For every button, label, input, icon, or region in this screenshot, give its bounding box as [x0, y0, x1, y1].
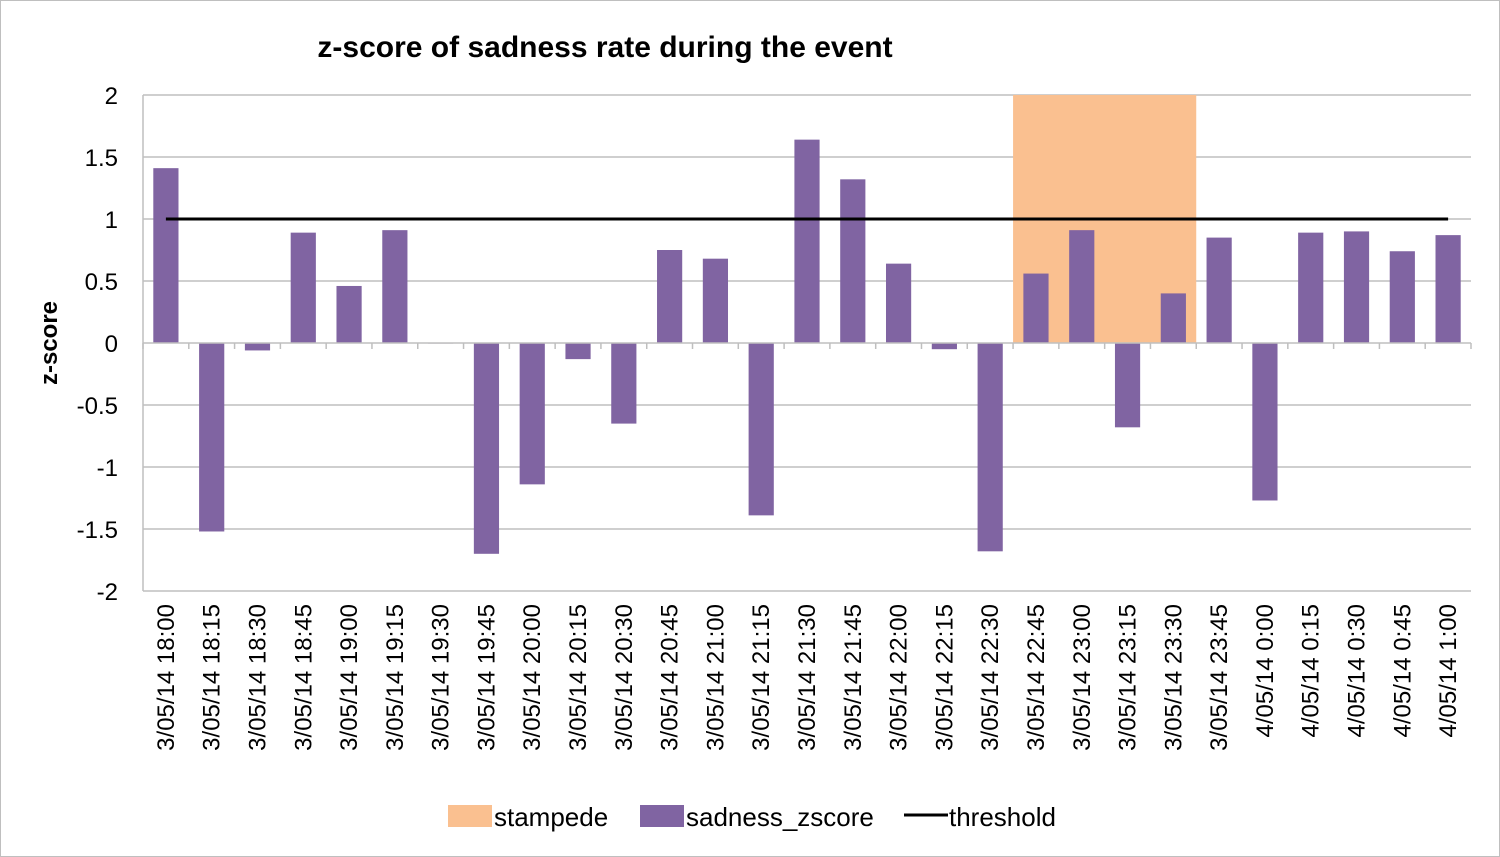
- bar-21: [1114, 343, 1141, 428]
- bar-0: [153, 168, 179, 343]
- y-tick-label-6: -1: [97, 455, 118, 482]
- x-tick-label-24: 4/05/14 0:00: [1252, 604, 1279, 737]
- bar-15: [840, 179, 866, 343]
- x-tick-label-1: 3/05/14 18:15: [199, 604, 226, 751]
- bar-23: [1206, 237, 1232, 343]
- x-tick-label-15: 3/05/14 21:45: [840, 604, 867, 751]
- y-tick-labels: 2 1.5 1 0.5 0 -0.5 -1 -1.5 -2: [77, 83, 118, 606]
- bar-17: [931, 343, 957, 350]
- x-tick-label-11: 3/05/14 20:45: [657, 604, 684, 751]
- bar-19: [1023, 273, 1049, 343]
- bar-11: [657, 250, 683, 343]
- x-tick-label-10: 3/05/14 20:30: [611, 604, 638, 751]
- legend-label-stampede: stampede: [494, 802, 608, 832]
- x-tick-label-21: 3/05/14 23:15: [1115, 604, 1142, 751]
- legend-swatch-stampede: [448, 805, 492, 827]
- x-tick-label-17: 3/05/14 22:15: [931, 604, 958, 751]
- bar-8: [519, 343, 545, 485]
- bar-2: [244, 343, 271, 351]
- x-tick-label-13: 3/05/14 21:15: [748, 604, 775, 751]
- legend-swatch-sadness-zscore: [640, 805, 684, 827]
- x-tick-labels: 3/05/14 18:00 3/05/14 18:15 3/05/14 18:30 3…: [153, 604, 1462, 751]
- x-tick-label-9: 3/05/14 20:15: [565, 604, 592, 751]
- bar-27: [1389, 251, 1415, 343]
- bar-28: [1435, 235, 1461, 343]
- x-tick-label-14: 3/05/14 21:30: [794, 604, 821, 751]
- bar-7: [473, 343, 500, 554]
- bar-5: [382, 230, 408, 343]
- bar-9: [565, 343, 591, 360]
- x-tick-label-20: 3/05/14 23:00: [1069, 604, 1096, 751]
- bar-26: [1343, 231, 1370, 343]
- bar-20: [1069, 230, 1095, 343]
- x-tick-label-22: 3/05/14 23:30: [1160, 604, 1187, 751]
- x-tick-label-8: 3/05/14 20:00: [519, 604, 546, 751]
- bar-1: [199, 343, 225, 532]
- x-tick-label-5: 3/05/14 19:15: [382, 604, 409, 751]
- y-tick-label-7: -1.5: [77, 517, 118, 544]
- x-tick-label-0: 3/05/14 18:00: [153, 604, 180, 751]
- x-tick-label-6: 3/05/14 19:30: [428, 604, 455, 751]
- x-tick-label-18: 3/05/14 22:30: [977, 604, 1004, 751]
- y-tick-label-3: 0.5: [85, 269, 118, 296]
- legend-label-sadness-zscore: sadness_zscore: [686, 802, 874, 832]
- x-tick-label-7: 3/05/14 19:45: [473, 604, 500, 751]
- axes: [142, 95, 1472, 591]
- x-tick-label-23: 3/05/14 23:45: [1206, 604, 1233, 751]
- y-tick-label-2: 1: [105, 207, 118, 234]
- x-tick-label-19: 3/05/14 22:45: [1023, 604, 1050, 751]
- chart-title: z-score of sadness rate during the event: [317, 31, 892, 64]
- gridlines: [143, 94, 1471, 592]
- y-tick-label-0: 2: [105, 83, 118, 110]
- bar-25: [1298, 232, 1324, 343]
- bar-16: [885, 263, 912, 343]
- bar-10: [611, 343, 637, 424]
- x-tick-label-4: 3/05/14 19:00: [336, 604, 363, 751]
- y-tick-label-4: 0: [105, 331, 118, 358]
- x-tick-label-28: 4/05/14 1:00: [1435, 604, 1462, 737]
- bar-13: [748, 343, 774, 516]
- bar-3: [290, 232, 316, 343]
- y-tick-label-1: 1.5: [85, 145, 118, 172]
- y-tick-label-8: -2: [97, 579, 118, 606]
- x-tick-label-25: 4/05/14 0:15: [1298, 604, 1325, 737]
- bar-18: [977, 343, 1003, 552]
- x-tick-label-16: 3/05/14 22:00: [886, 604, 913, 751]
- x-tick-label-27: 4/05/14 0:45: [1389, 604, 1416, 737]
- x-tick-label-3: 3/05/14 18:45: [290, 604, 317, 751]
- x-tick-label-2: 3/05/14 18:30: [244, 604, 271, 751]
- y-tick-label-5: -0.5: [77, 393, 118, 420]
- bar-22: [1160, 293, 1186, 343]
- x-tick-label-12: 3/05/14 21:00: [702, 604, 729, 751]
- legend-label-threshold: threshold: [949, 802, 1056, 832]
- legend: stampede sadness_zscore threshold: [448, 802, 1056, 832]
- bar-4: [336, 285, 362, 343]
- bar-12: [702, 258, 729, 343]
- y-axis-label: z-score: [36, 301, 63, 385]
- x-tick-label-26: 4/05/14 0:30: [1344, 604, 1371, 737]
- bar-14: [794, 139, 820, 343]
- bars: [153, 139, 1461, 554]
- bar-24: [1252, 343, 1278, 501]
